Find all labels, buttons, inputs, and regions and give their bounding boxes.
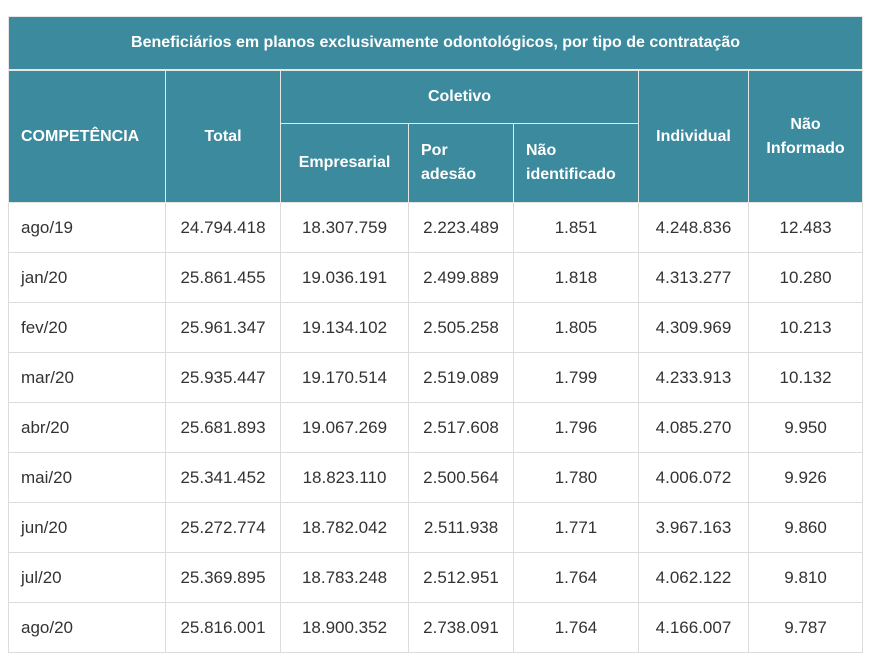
cell-nao-identificado: 1.805 [513, 302, 639, 353]
cell-nao-identificado: 1.764 [513, 602, 639, 653]
cell-nao-identificado: 1.764 [513, 552, 639, 603]
header-total: Total [165, 69, 281, 203]
cell-competencia: mai/20 [8, 452, 166, 503]
cell-nao-informado: 9.787 [747, 602, 864, 653]
table-row: ago/20 25.816.001 18.900.352 2.738.091 1… [8, 602, 864, 653]
table-row: ago/19 24.794.418 18.307.759 2.223.489 1… [8, 202, 864, 253]
header-nao-identificado-line2: identificado [526, 166, 616, 183]
cell-individual: 4.309.969 [638, 302, 749, 353]
cell-nao-identificado: 1.799 [513, 352, 639, 403]
cell-por-adesao: 2.512.951 [408, 552, 514, 603]
cell-total: 25.272.774 [165, 502, 281, 553]
cell-empresarial: 18.782.042 [280, 502, 409, 553]
cell-individual: 4.248.836 [638, 202, 749, 253]
cell-nao-identificado: 1.771 [513, 502, 639, 553]
table-container: Beneficiários em planos exclusivamente o… [7, 16, 864, 653]
cell-nao-informado: 9.860 [747, 502, 864, 553]
cell-individual: 4.166.007 [638, 602, 749, 653]
cell-por-adesao: 2.500.564 [408, 452, 514, 503]
table-row: fev/20 25.961.347 19.134.102 2.505.258 1… [8, 302, 864, 353]
header-nao-identificado: Não identificado [513, 123, 639, 203]
cell-total: 25.961.347 [165, 302, 281, 353]
cell-empresarial: 18.783.248 [280, 552, 409, 603]
cell-nao-informado: 10.132 [747, 352, 864, 403]
cell-por-adesao: 2.505.258 [408, 302, 514, 353]
table-row: mai/20 25.341.452 18.823.110 2.500.564 1… [8, 452, 864, 503]
table-row: mar/20 25.935.447 19.170.514 2.519.089 1… [8, 352, 864, 403]
cell-total: 25.369.895 [165, 552, 281, 603]
cell-competencia: jun/20 [8, 502, 166, 553]
cell-total: 25.861.455 [165, 252, 281, 303]
cell-nao-informado: 9.810 [747, 552, 864, 603]
table-row: jan/20 25.861.455 19.036.191 2.499.889 1… [8, 252, 864, 303]
cell-nao-informado: 12.483 [747, 202, 864, 253]
cell-empresarial: 19.134.102 [280, 302, 409, 353]
table-row: abr/20 25.681.893 19.067.269 2.517.608 1… [8, 402, 864, 453]
cell-individual: 4.062.122 [638, 552, 749, 603]
cell-por-adesao: 2.499.889 [408, 252, 514, 303]
cell-empresarial: 19.067.269 [280, 402, 409, 453]
table-caption: Beneficiários em planos exclusivamente o… [7, 16, 864, 71]
cell-nao-informado: 9.926 [747, 452, 864, 503]
cell-empresarial: 18.900.352 [280, 602, 409, 653]
cell-total: 25.341.452 [165, 452, 281, 503]
cell-total: 25.816.001 [165, 602, 281, 653]
cell-individual: 3.967.163 [638, 502, 749, 553]
cell-empresarial: 18.307.759 [280, 202, 409, 253]
header-nao-informado-line2: Informado [766, 139, 845, 157]
cell-por-adesao: 2.517.608 [408, 402, 514, 453]
header-por-adesao-line2: adesão [421, 166, 477, 183]
cell-competencia: ago/20 [8, 602, 166, 653]
header-individual: Individual [638, 69, 749, 203]
cell-competencia: mar/20 [8, 352, 166, 403]
header-coletivo: Coletivo [280, 69, 639, 124]
header-nao-informado: Não Informado [747, 69, 864, 203]
cell-nao-informado: 10.213 [747, 302, 864, 353]
cell-por-adesao: 2.223.489 [408, 202, 514, 253]
table-row: jun/20 25.272.774 18.782.042 2.511.938 1… [8, 502, 864, 553]
cell-por-adesao: 2.738.091 [408, 602, 514, 653]
cell-competencia: ago/19 [8, 202, 166, 253]
cell-total: 25.681.893 [165, 402, 281, 453]
cell-individual: 4.233.913 [638, 352, 749, 403]
cell-nao-informado: 9.950 [747, 402, 864, 453]
cell-nao-identificado: 1.780 [513, 452, 639, 503]
cell-nao-identificado: 1.818 [513, 252, 639, 303]
cell-individual: 4.006.072 [638, 452, 749, 503]
beneficiarios-table: Beneficiários em planos exclusivamente o… [7, 16, 864, 653]
cell-empresarial: 19.170.514 [280, 352, 409, 403]
cell-competencia: fev/20 [8, 302, 166, 353]
header-competencia: COMPETÊNCIA [8, 69, 166, 203]
cell-competencia: abr/20 [8, 402, 166, 453]
cell-nao-informado: 10.280 [747, 252, 864, 303]
header-por-adesao: Por adesão [408, 123, 514, 203]
cell-competencia: jan/20 [8, 252, 166, 303]
cell-competencia: jul/20 [8, 552, 166, 603]
cell-empresarial: 18.823.110 [280, 452, 409, 503]
cell-por-adesao: 2.511.938 [408, 502, 514, 553]
cell-empresarial: 19.036.191 [280, 252, 409, 303]
table-row: jul/20 25.369.895 18.783.248 2.512.951 1… [8, 552, 864, 603]
cell-total: 25.935.447 [165, 352, 281, 403]
header-empresarial: Empresarial [280, 123, 409, 203]
header-nao-identificado-line1: Não [526, 142, 557, 159]
cell-por-adesao: 2.519.089 [408, 352, 514, 403]
cell-nao-identificado: 1.796 [513, 402, 639, 453]
cell-individual: 4.313.277 [638, 252, 749, 303]
header-nao-informado-line1: Não [790, 115, 821, 133]
cell-nao-identificado: 1.851 [513, 202, 639, 253]
header-por-adesao-line1: Por [421, 142, 448, 159]
cell-total: 24.794.418 [165, 202, 281, 253]
cell-individual: 4.085.270 [638, 402, 749, 453]
